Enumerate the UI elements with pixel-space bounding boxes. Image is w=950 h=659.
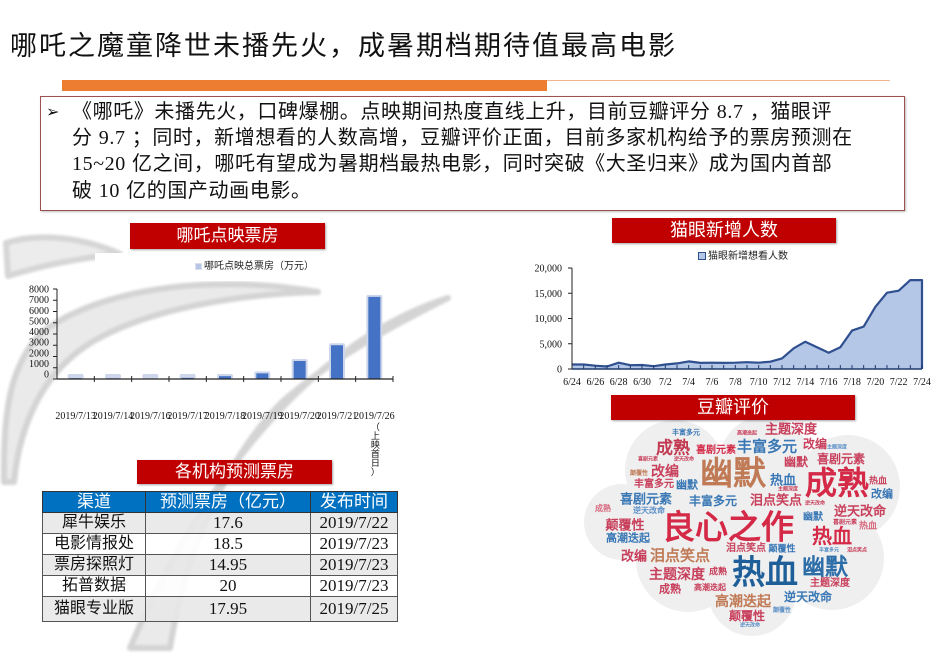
table-row: 拓普数据 20 2019/7/23 (42, 575, 398, 597)
word-cloud-term: 泪点笑点 (726, 543, 766, 554)
date-cell: 2019/7/23 (310, 533, 398, 555)
word-cloud-term: 逆天改命 (739, 622, 761, 629)
forecast-cell: 17.6 (145, 512, 311, 534)
word-cloud-term: 丰富多元 (736, 438, 798, 456)
word-cloud-term: 主题深度 (810, 578, 850, 589)
douban-section-header: 豆瓣评价 (611, 395, 855, 420)
forecast-cell: 17.95 (145, 596, 311, 622)
channel-cell: 犀牛娱乐 (42, 512, 146, 534)
box-office-section-header: 哪吒点映票房 (130, 223, 325, 249)
word-cloud-term: 热血 (769, 472, 797, 488)
word-cloud-term: 幽默 (676, 479, 698, 492)
channel-cell: 电影情报处 (42, 533, 146, 555)
legend-label: 猫眼新增想看人数 (708, 251, 788, 262)
word-cloud-term: 改编 (871, 488, 893, 501)
word-cloud-term: 成熟 (708, 566, 728, 577)
word-cloud-term: 幽默 (803, 512, 823, 523)
word-cloud-term: 丰富多元 (672, 429, 700, 437)
channel-cell: 拓普数据 (42, 575, 146, 597)
word-cloud-term: 成熟 (659, 583, 681, 596)
summary-line: 15~20 亿之间，哪吒有望成为暑期档最热电影，同时突破《大圣归来》成为国内首部 (72, 153, 833, 175)
word-cloud-term: 高潮迭起 (606, 532, 650, 545)
forecast-table: 渠道 预测票房（亿元） 发布时间 犀牛娱乐 17.6 2019/7/22 电影情… (42, 491, 398, 622)
word-cloud-term: 幽默 (700, 454, 766, 492)
forecast-cell: 14.95 (145, 554, 311, 576)
word-cloud-term: 热血 (858, 520, 878, 531)
date-cell: 2019/7/22 (310, 512, 398, 534)
word-cloud-term: 良心之作 (662, 508, 794, 546)
table-header-row: 渠道 预测票房（亿元） 发布时间 (42, 491, 398, 513)
forecast-cell: 18.5 (145, 533, 311, 555)
forecast-section-header: 各机构预测票房 (137, 460, 332, 484)
table-row: 犀牛娱乐 17.6 2019/7/22 (42, 512, 398, 534)
date-cell: 2019/7/23 (310, 575, 398, 597)
date-cell: 2019/7/25 (310, 596, 398, 622)
legend-label: 哪吒点映总票房（万元） (204, 261, 314, 272)
word-cloud-term: 热血 (812, 526, 852, 548)
channel-cell: 猫眼专业版 (42, 596, 146, 622)
word-cloud-term: 逆天改命 (783, 590, 833, 604)
swoosh-blade-middle (0, 281, 321, 485)
arrow-bullet-icon: ➢ (46, 104, 60, 121)
word-cloud-term: 改编 (651, 463, 679, 479)
word-cloud-term: 颠覆性 (768, 543, 796, 554)
word-cloud-term: 泪点笑点 (649, 547, 711, 565)
word-cloud-term: 成熟 (804, 465, 870, 501)
word-cloud-term: 逆天改命 (833, 503, 887, 519)
word-cloud-term: 泪点笑点 (846, 547, 868, 554)
word-cloud-term: 主题深度 (826, 444, 848, 451)
table-row: 电影情报处 18.5 2019/7/23 (42, 533, 398, 555)
word-cloud-term: 热血 (732, 553, 798, 591)
title-divider-line (547, 80, 890, 81)
column-header-forecast: 预测票房（亿元） (145, 491, 311, 513)
page-title: 哪吒之魔童降世未播先火，成暑期档期待值最高电影 (10, 31, 677, 61)
channel-cell: 票房探照灯 (42, 554, 146, 576)
word-cloud-term: 喜剧元素 (816, 452, 866, 466)
word-cloud-term: 泪点笑点 (749, 492, 803, 508)
word-cloud-term: 改编 (620, 548, 648, 564)
word-cloud-term: 丰富多元 (688, 494, 738, 508)
legend-square-icon (195, 262, 202, 270)
word-cloud-term: 高潮迭起 (736, 430, 758, 437)
title-accent-bar (62, 80, 547, 91)
word-cloud-term: 改编 (802, 437, 828, 451)
summary-box: ➢ 《哪吒》未播先火，口碑爆棚。点映期间热度直线上升，目前豆瓣评分 8.7 ，猫… (40, 96, 905, 211)
word-cloud-term: 颠覆性 (772, 608, 792, 614)
word-cloud-term: 主题深度 (649, 566, 705, 582)
table-row: 票房探照灯 14.95 2019/7/23 (42, 554, 398, 576)
chart-legend-background (95, 253, 400, 281)
word-cloud-term: 喜剧元素 (637, 456, 659, 463)
date-cell: 2019/7/23 (310, 554, 398, 576)
word-cloud-term: 逆天改命 (633, 506, 665, 515)
maoyan-chart-legend: 猫眼新增想看人数 (698, 251, 788, 263)
word-cloud-term: 颠覆性 (728, 609, 766, 623)
summary-line: 破 10 亿的国产动画电影。 (72, 180, 312, 202)
word-cloud-term: 逆天改命 (804, 500, 826, 507)
word-cloud-term: 颠覆性 (605, 517, 645, 533)
forecast-cell: 20 (145, 575, 311, 597)
maoyan-section-header: 猫眼新增人数 (612, 218, 836, 243)
word-cloud-term: 热血 (868, 475, 888, 486)
box-office-chart-legend: 哪吒点映总票房（万元） (195, 261, 314, 273)
word-cloud-term: 丰富多元 (634, 479, 674, 490)
word-cloud-term: 幽默 (802, 553, 848, 580)
word-cloud-term: 主题深度 (764, 421, 818, 437)
word-cloud-term: 喜剧元素 (619, 491, 673, 507)
word-cloud-term: 成熟 (595, 504, 611, 513)
word-cloud-term: 逆天改命 (673, 456, 695, 463)
word-cloud-term: 颠覆性 (629, 471, 649, 477)
table-row: 猫眼专业版 17.95 2019/7/25 (42, 596, 398, 622)
word-cloud-term: 成熟 (656, 438, 690, 458)
word-cloud-term: 高潮迭起 (715, 593, 771, 609)
summary-line: 《哪吒》未播先火，口碑爆棚。点映期间热度直线上升，目前豆瓣评分 8.7 ，猫眼评 (72, 101, 833, 123)
column-header-date: 发布时间 (310, 491, 398, 513)
legend-square-icon (698, 252, 706, 261)
summary-line: 分 9.7 ；同时，新增想看的人数高增，豆瓣评价正面，目前多家机构给予的票房预测… (72, 127, 853, 149)
word-cloud-term: 高潮迭起 (694, 583, 726, 592)
column-header-channel: 渠道 (42, 491, 146, 513)
